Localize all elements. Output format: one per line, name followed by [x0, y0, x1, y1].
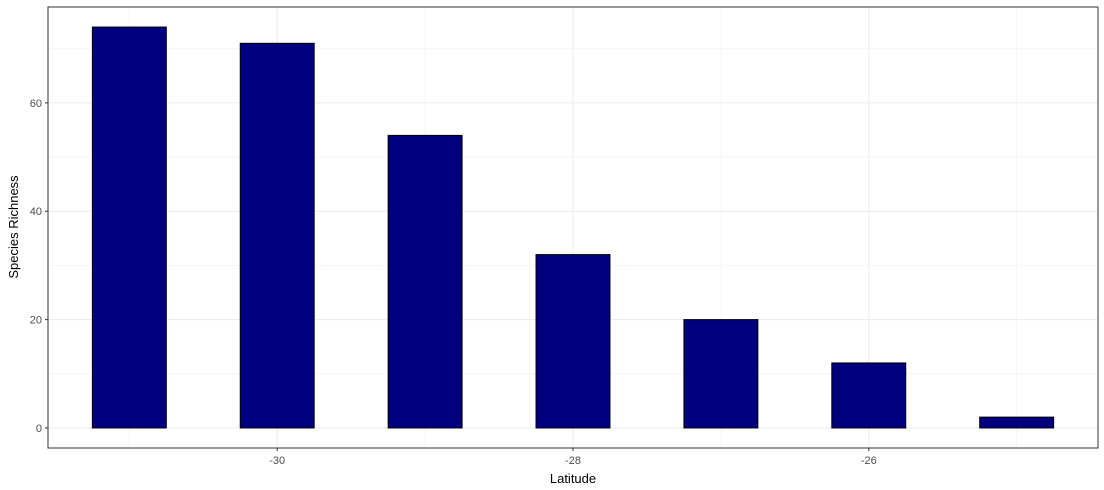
y-axis: 0 20 40 60 — [30, 98, 48, 435]
y-tick-label: 20 — [30, 315, 42, 327]
y-axis-title: Species Richness — [6, 175, 21, 279]
y-tick-label: 60 — [30, 98, 42, 110]
y-tick-label: 40 — [30, 206, 42, 218]
x-tick-label: -30 — [269, 455, 285, 467]
bar — [239, 42, 315, 429]
x-tick-label: -28 — [565, 455, 581, 467]
bar — [91, 26, 167, 429]
bar — [683, 319, 759, 429]
bar — [979, 416, 1055, 429]
bar — [831, 362, 907, 429]
bar — [535, 254, 611, 429]
x-axis-title: Latitude — [550, 471, 596, 486]
bars — [91, 26, 1055, 429]
bar — [387, 134, 463, 429]
y-tick-label: 0 — [36, 423, 42, 435]
x-tick-label: -26 — [861, 455, 877, 467]
x-axis: -30 -28 -26 — [269, 448, 877, 467]
